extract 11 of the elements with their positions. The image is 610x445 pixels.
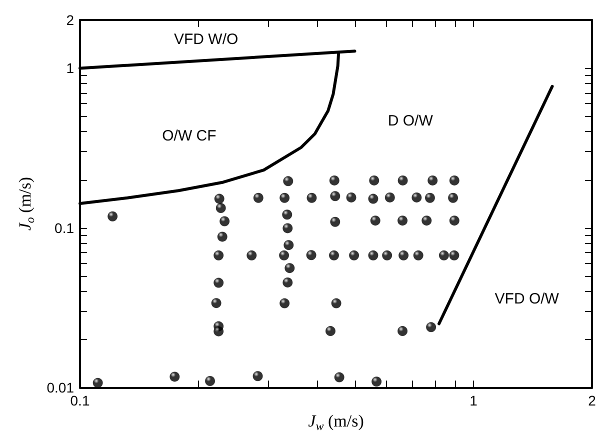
annotation: VFD O/W	[494, 290, 560, 308]
x-tick-label: 2	[588, 392, 596, 409]
x-tick-label: 1	[470, 392, 478, 409]
annotation: VFD W/O	[174, 31, 238, 48]
y-tick-label: 2	[66, 12, 74, 28]
annotation: D O/W	[388, 112, 434, 130]
y-tick-label: 1	[66, 60, 74, 76]
annotation: O/W CF	[162, 128, 216, 145]
y-tick-label: 0.1	[54, 220, 74, 236]
y-axis-title: Jo (m/s)	[15, 176, 37, 231]
y-tick-label: 0.01	[46, 380, 74, 396]
